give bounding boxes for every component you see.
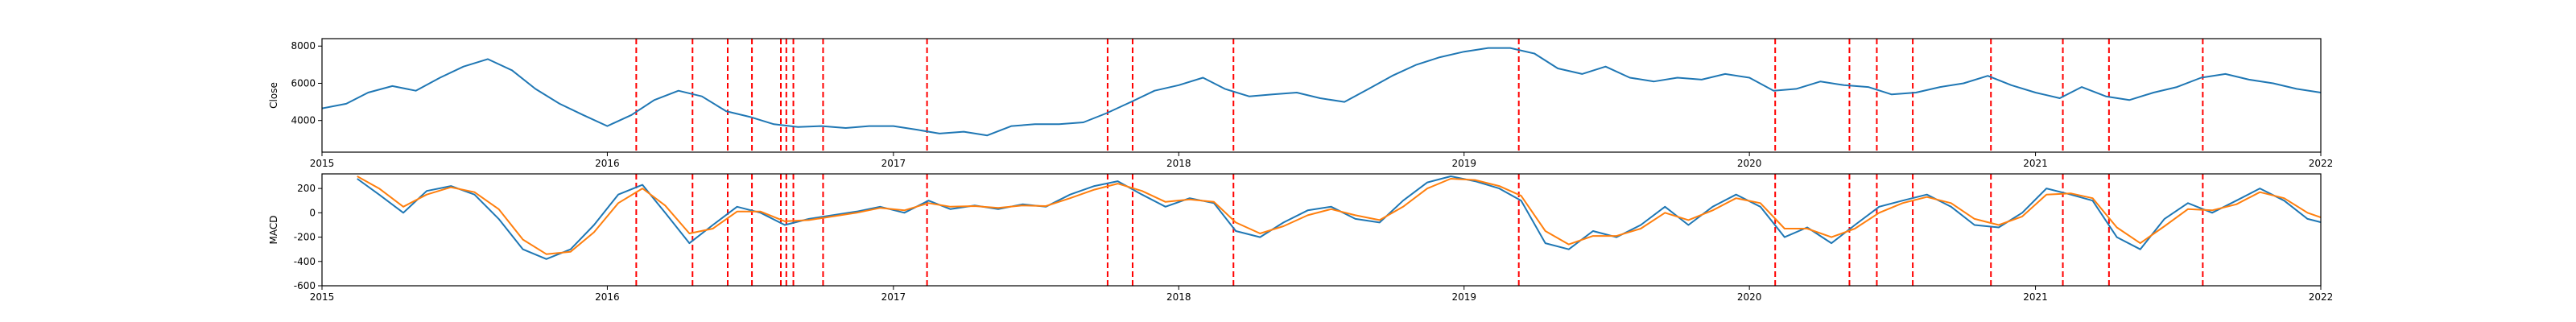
x-tick-label: 2021 bbox=[2023, 158, 2048, 169]
y-tick-label: -600 bbox=[294, 280, 316, 291]
y-tick-label: -200 bbox=[294, 232, 316, 243]
x-tick-label: 2021 bbox=[2023, 291, 2048, 303]
macd-series-lines bbox=[357, 175, 2321, 260]
x-tick-label: 2015 bbox=[310, 291, 335, 303]
y-tick-label: -400 bbox=[294, 256, 316, 267]
x-tick-label: 2020 bbox=[1737, 291, 1762, 303]
x-tick-label: 2018 bbox=[1166, 291, 1191, 303]
x-tick-label: 2022 bbox=[2309, 158, 2334, 169]
macd-plot-frame bbox=[321, 173, 2322, 287]
series-line bbox=[357, 175, 2321, 255]
x-tick-label: 2019 bbox=[1451, 291, 1476, 303]
close-series-lines bbox=[322, 47, 2321, 137]
x-tick-label: 2019 bbox=[1451, 158, 1476, 169]
macd-y-axis-label: MACD bbox=[268, 216, 279, 245]
x-tick-label: 2016 bbox=[595, 158, 620, 169]
close-plot-frame bbox=[321, 38, 2322, 153]
y-tick-label: 8000 bbox=[291, 40, 316, 52]
x-tick-label: 2017 bbox=[881, 291, 906, 303]
macd-event-markers bbox=[635, 174, 2204, 286]
x-tick-label: 2016 bbox=[595, 291, 620, 303]
macd-y-ticks: -600 -400 -200 0 200 bbox=[294, 183, 322, 291]
macd-panel: 2015 2016 2017 2018 2019 2020 2021 2022 -600 -40… bbox=[268, 173, 2334, 303]
x-tick-label: 2020 bbox=[1737, 158, 1762, 169]
series-line bbox=[322, 47, 2321, 137]
y-tick-label: 4000 bbox=[291, 115, 316, 126]
close-y-ticks: 4000 6000 8000 bbox=[291, 40, 322, 126]
x-tick-label: 2018 bbox=[1166, 158, 1191, 169]
macd-x-ticks: 2015 2016 2017 2018 2019 2020 2021 2022 bbox=[310, 286, 2334, 303]
close-y-axis-label: Close bbox=[268, 82, 279, 109]
y-tick-label: 200 bbox=[297, 183, 316, 194]
close-x-ticks: 2015 2016 2017 2018 2019 2020 2021 2022 bbox=[310, 152, 2334, 169]
x-tick-label: 2022 bbox=[2309, 291, 2334, 303]
x-tick-label: 2015 bbox=[310, 158, 335, 169]
x-tick-label: 2017 bbox=[881, 158, 906, 169]
close-event-markers bbox=[635, 39, 2204, 152]
close-price-panel: 2015 2016 2017 2018 2019 2020 2021 2022 4000 600… bbox=[268, 38, 2334, 169]
y-tick-label: 0 bbox=[309, 207, 316, 218]
y-tick-label: 6000 bbox=[291, 77, 316, 89]
